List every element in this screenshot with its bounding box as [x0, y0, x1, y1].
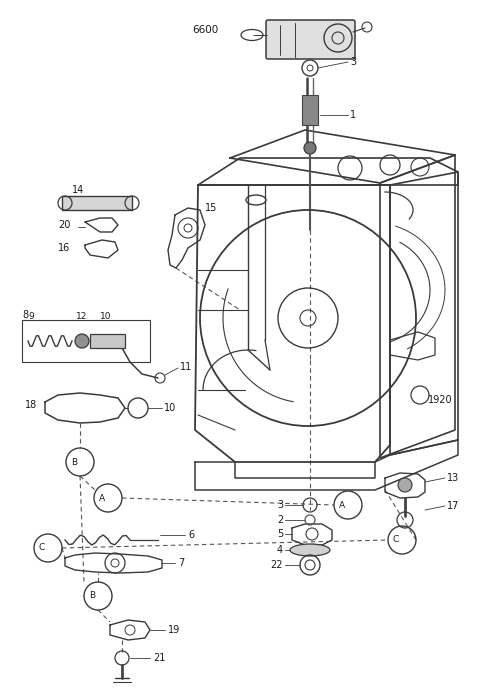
Circle shape [304, 142, 316, 154]
Text: 10: 10 [164, 403, 176, 413]
Text: C: C [393, 536, 399, 545]
Text: 4: 4 [277, 545, 283, 555]
Text: 12: 12 [76, 312, 87, 321]
Text: 1920: 1920 [428, 395, 453, 405]
Text: 21: 21 [153, 653, 166, 663]
Text: A: A [99, 493, 105, 502]
Text: 3: 3 [277, 500, 283, 510]
Text: 20: 20 [58, 220, 71, 230]
Text: 9: 9 [28, 312, 34, 321]
Text: 22: 22 [271, 560, 283, 570]
Bar [22, 320, 150, 362]
Text: 16: 16 [58, 243, 70, 253]
FancyBboxPatch shape [266, 20, 355, 59]
Text: C: C [39, 543, 45, 552]
Text: 13: 13 [447, 473, 459, 483]
Text: 18: 18 [25, 400, 37, 410]
Bar [90, 334, 125, 348]
Text: 7: 7 [178, 558, 184, 568]
Bar [302, 95, 318, 125]
Text: 10: 10 [100, 312, 111, 321]
Text: B: B [89, 591, 95, 600]
Circle shape [398, 478, 412, 492]
Text: 17: 17 [447, 501, 459, 511]
Text: 14: 14 [72, 185, 84, 195]
Text: 6600: 6600 [192, 25, 218, 35]
Bar [62, 196, 132, 210]
Text: 6: 6 [188, 530, 194, 540]
Text: 5: 5 [277, 529, 283, 539]
Text: B: B [71, 457, 77, 466]
Text: 11: 11 [180, 362, 192, 372]
Text: 2: 2 [277, 515, 283, 525]
Text: 8: 8 [22, 310, 28, 320]
Ellipse shape [290, 544, 330, 556]
Text: 1: 1 [350, 110, 356, 120]
Text: 19: 19 [168, 625, 180, 635]
Circle shape [75, 334, 89, 348]
Text: 3: 3 [350, 57, 356, 67]
Text: 15: 15 [205, 203, 217, 213]
Text: A: A [339, 500, 345, 509]
